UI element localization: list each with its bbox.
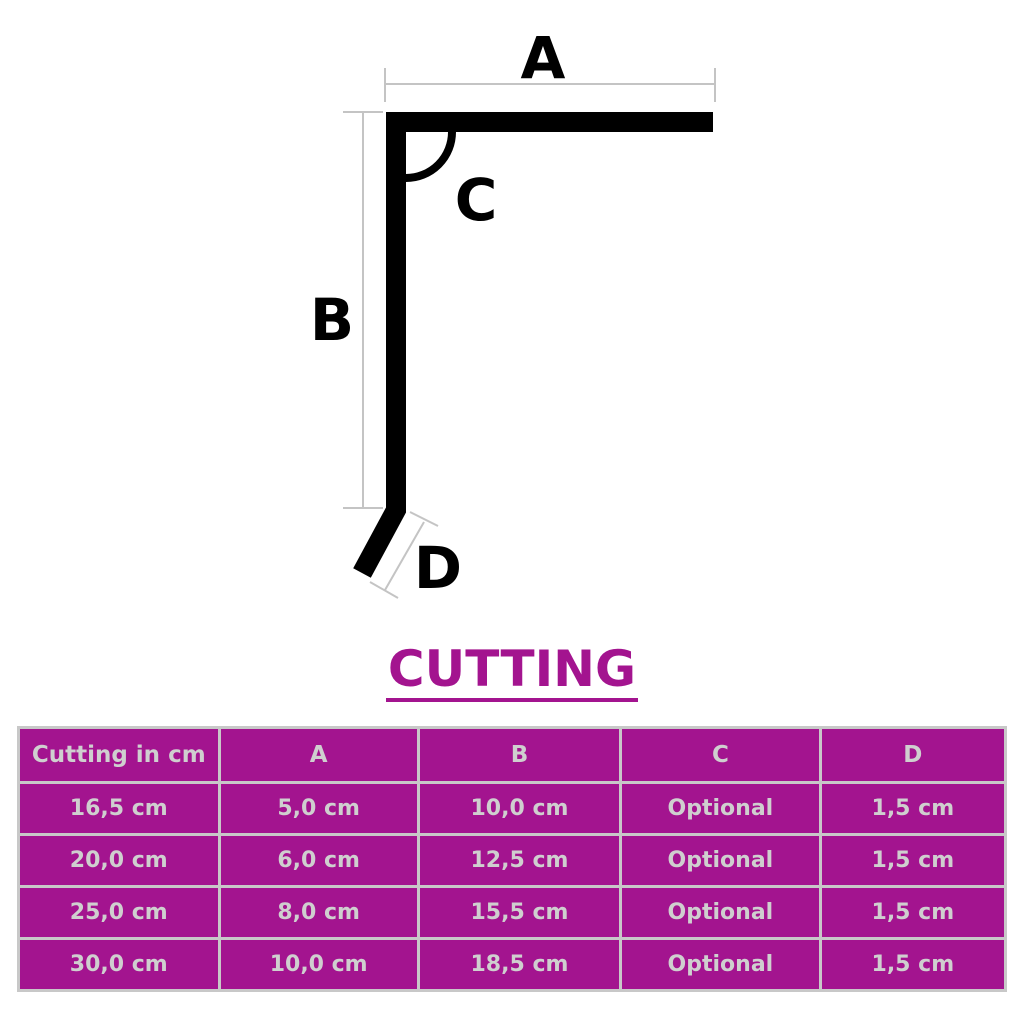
table-cell: 1,5 cm (818, 781, 1008, 836)
header-cell: Cutting in cm (17, 726, 221, 784)
cutting-table: Cutting in cm A B C D 16,5 cm 5,0 cm 10,… (17, 726, 1008, 992)
profile-shape (353, 112, 713, 578)
table-cell: 10,0 cm (217, 937, 420, 992)
table-cell: 18,5 cm (416, 937, 623, 992)
table-row: 16,5 cm 5,0 cm 10,0 cm Optional 1,5 cm (17, 781, 1008, 836)
header-cell: D (818, 726, 1008, 784)
table-cell: Optional (619, 885, 822, 940)
table-cell: Optional (619, 781, 822, 836)
profile-diagram: A B C D (310, 24, 716, 602)
table-cell: Optional (619, 833, 822, 888)
table-cell: 5,0 cm (217, 781, 420, 836)
table-cell: 10,0 cm (416, 781, 623, 836)
table-header-row: Cutting in cm A B C D (17, 726, 1008, 784)
angle-c-arc (405, 131, 456, 182)
table-cell: 1,5 cm (818, 833, 1008, 888)
table-row: 20,0 cm 6,0 cm 12,5 cm Optional 1,5 cm (17, 833, 1008, 888)
table-cell: 30,0 cm (17, 937, 221, 992)
label-d: D (414, 534, 462, 602)
table-cell: 20,0 cm (17, 833, 221, 888)
table-cell: 16,5 cm (17, 781, 221, 836)
label-a: A (521, 24, 566, 92)
dimension-lines (343, 68, 716, 599)
label-c: C (455, 166, 498, 234)
table-cell: 12,5 cm (416, 833, 623, 888)
table-cell: 8,0 cm (217, 885, 420, 940)
table-cell: 6,0 cm (217, 833, 420, 888)
table-cell: 25,0 cm (17, 885, 221, 940)
label-b: B (310, 286, 354, 354)
table-cell: Optional (619, 937, 822, 992)
table-row: 25,0 cm 8,0 cm 15,5 cm Optional 1,5 cm (17, 885, 1008, 940)
header-cell: B (416, 726, 623, 784)
section-title-wrap: CUTTING (0, 640, 1024, 702)
header-cell: C (619, 726, 822, 784)
table-cell: 1,5 cm (818, 885, 1008, 940)
header-cell: A (217, 726, 420, 784)
table-cell: 15,5 cm (416, 885, 623, 940)
table-row: 30,0 cm 10,0 cm 18,5 cm Optional 1,5 cm (17, 937, 1008, 992)
dimension-d (384, 521, 425, 591)
table-cell: 1,5 cm (818, 937, 1008, 992)
section-title: CUTTING (385, 640, 639, 702)
